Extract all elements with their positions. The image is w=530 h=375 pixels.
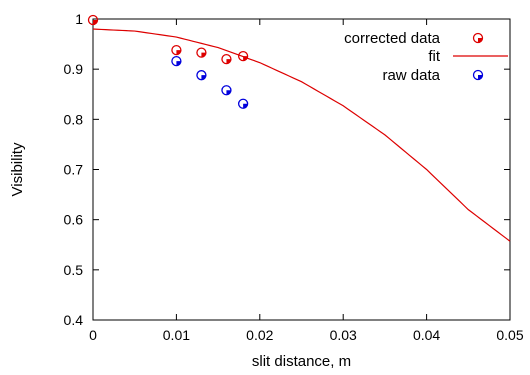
- marker-fill: [226, 90, 231, 95]
- legend-marker: [472, 32, 484, 44]
- legend-label: fit: [428, 48, 441, 65]
- y-tick-label: 0.8: [64, 111, 84, 127]
- x-tick-label: 0.01: [163, 327, 190, 343]
- data-point: [87, 14, 99, 26]
- y-tick-label: 0.9: [64, 61, 84, 77]
- marker-fill: [201, 52, 206, 58]
- data-point: [221, 53, 232, 65]
- marker-fill: [478, 38, 483, 43]
- x-axis-label: slit distance, m: [252, 353, 351, 370]
- x-tick-label: 0.03: [330, 327, 357, 343]
- y-tick-label: 0.6: [64, 212, 84, 228]
- data-point: [196, 70, 207, 81]
- marker-fill: [176, 61, 181, 66]
- legend-label: raw data: [382, 67, 440, 84]
- marker-fill: [176, 50, 181, 55]
- marker-fill: [201, 75, 206, 80]
- y-tick-label: 1: [75, 11, 83, 27]
- x-tick-label: 0.05: [496, 327, 523, 343]
- y-tick-label: 0.7: [64, 162, 84, 178]
- legend-label: corrected data: [344, 30, 441, 47]
- series-layer: [87, 14, 511, 242]
- y-tick-label: 0.5: [64, 262, 84, 278]
- legend-marker: [472, 69, 484, 81]
- data-point: [237, 98, 249, 109]
- marker-fill: [243, 103, 248, 109]
- x-tick-label: 0.04: [413, 327, 440, 343]
- x-tick-label: 0.02: [246, 327, 273, 343]
- data-point: [196, 47, 207, 58]
- x-tick-label: 0: [89, 327, 97, 343]
- series-line-1: [92, 28, 511, 242]
- y-axis-label: Visibility: [9, 142, 26, 196]
- axes: 0 0.01 0.02 0.03 0.04 0.05 0.4 0.5 0.6 0.7 0.8 0.9 1: [64, 11, 524, 343]
- data-point: [221, 85, 232, 96]
- plot-frame: [92, 18, 511, 321]
- y-tick-label: 0.4: [64, 312, 84, 328]
- marker-fill: [226, 59, 231, 64]
- marker-fill: [93, 20, 98, 25]
- data-point: [171, 55, 182, 67]
- data-point: [171, 44, 182, 56]
- marker-fill: [478, 75, 483, 80]
